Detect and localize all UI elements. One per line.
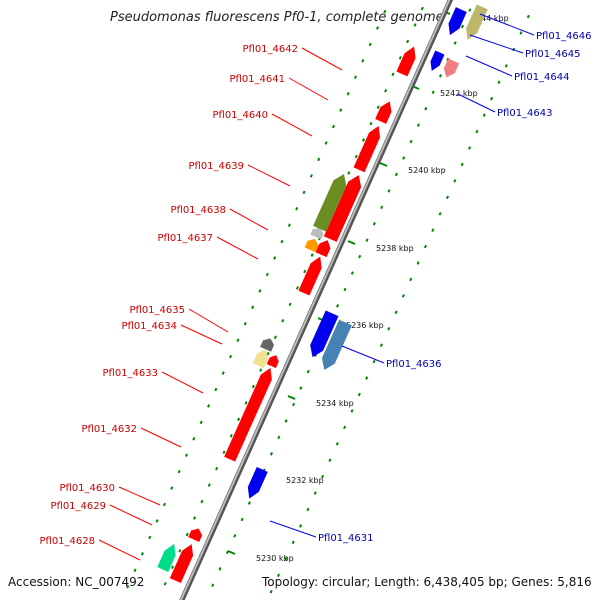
gene-arrow [443,58,460,78]
forward-gene-label[interactable]: Pfl01_4628 [39,536,95,547]
forward-gene-label[interactable]: Pfl01_4641 [229,74,285,85]
gene-arrow [224,367,272,462]
reverse-gene-label[interactable]: Pfl01_4631 [318,533,374,544]
gene-arrow [304,238,319,253]
dotted-guide-lines [126,6,530,594]
gene-arrow [252,349,269,369]
forward-gene-label[interactable]: Pfl01_4639 [188,161,244,172]
forward-gene-label[interactable]: Pfl01_4634 [121,321,177,332]
gene-labels: Pfl01_4642 Pfl01_4641 Pfl01_4640 Pfl01_4639… [39,31,591,547]
forward-gene-label[interactable]: Pfl01_4635 [129,305,185,316]
reverse-gene-label[interactable]: Pfl01_4645 [525,49,581,60]
gene-arrow [466,4,488,40]
forward-gene-label[interactable]: Pfl01_4637 [157,233,213,244]
gene-arrow [448,7,467,36]
forward-gene-label[interactable]: Pfl01_4633 [102,368,158,379]
gene-features [157,4,488,584]
gene-arrow [321,319,352,371]
gene-arrow [310,227,324,240]
scale-ticks: 5230 kbp 5232 kbp 5234 kbp 5236 kbp 5238 kbp… [227,10,509,563]
gene-arrow [247,466,268,499]
forward-gene-label[interactable]: Pfl01_4638 [170,205,226,216]
genome-backbone [179,0,454,600]
label-leader-lines [98,13,535,561]
gene-arrow [298,256,322,296]
scale-label: 5236 kbp [346,321,384,330]
gene-arrow [315,240,331,258]
gene-arrow [313,174,347,232]
gene-arrow [260,338,275,352]
reverse-gene-label[interactable]: Pfl01_4646 [536,31,592,42]
scale-label: 5234 kbp [316,399,354,408]
gene-arrow [430,50,445,71]
gene-arrow [396,46,416,77]
forward-gene-label[interactable]: Pfl01_4632 [81,424,137,435]
scale-label: 5242 kbp [440,89,478,98]
gene-arrow [157,543,176,572]
forward-gene-label[interactable]: Pfl01_4642 [242,44,298,55]
reverse-gene-label[interactable]: Pfl01_4644 [514,72,570,83]
scale-label: 5238 kbp [376,244,414,253]
gene-arrow [266,355,279,369]
forward-gene-label[interactable]: Pfl01_4630 [59,483,115,494]
scale-label: 5240 kbp [408,166,446,175]
gene-arrow [375,101,392,124]
reverse-gene-label[interactable]: Pfl01_4643 [497,108,553,119]
gene-arrow [323,175,362,242]
gene-arrow [188,528,203,542]
scale-label: 5232 kbp [286,476,324,485]
gene-arrow [353,125,381,173]
forward-gene-label[interactable]: Pfl01_4640 [212,110,268,121]
scale-label: 5230 kbp [256,554,294,563]
gene-arrow [310,310,339,358]
accession-text: Accession: NC_007492 [8,575,145,589]
forward-gene-label[interactable]: Pfl01_4629 [50,501,106,512]
genome-summary-text: Topology: circular; Length: 6,438,405 bp… [262,575,592,589]
reverse-gene-label[interactable]: Pfl01_4636 [386,359,442,370]
map-title: Pseudomonas fluorescens Pf0-1, complete … [110,10,444,25]
scale-label: 5244 kbp [471,14,509,23]
gene-arrow [169,544,194,584]
